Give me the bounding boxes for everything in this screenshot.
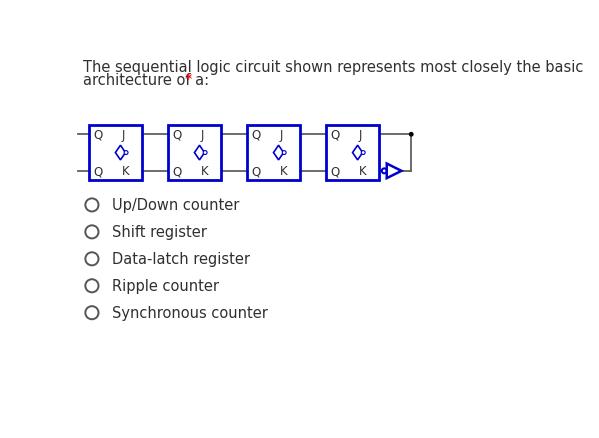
Circle shape	[282, 151, 286, 155]
Text: Q: Q	[251, 128, 261, 141]
Text: Q: Q	[251, 165, 261, 178]
Text: K: K	[201, 165, 208, 178]
Circle shape	[382, 169, 387, 174]
Circle shape	[85, 226, 98, 239]
Text: J: J	[122, 128, 125, 141]
Text: The sequential logic circuit shown represents most closely the basic: The sequential logic circuit shown repre…	[83, 60, 583, 74]
Circle shape	[85, 279, 98, 293]
Polygon shape	[353, 146, 362, 160]
Bar	[247, 126, 300, 181]
Polygon shape	[116, 146, 125, 160]
Text: Q: Q	[93, 128, 102, 141]
Text: Q: Q	[172, 128, 181, 141]
Text: K: K	[280, 165, 288, 178]
Bar	[89, 126, 141, 181]
Circle shape	[361, 151, 365, 155]
Text: Q: Q	[172, 165, 181, 178]
Text: *: *	[185, 73, 192, 88]
Text: J: J	[359, 128, 362, 141]
Text: Ripple counter: Ripple counter	[112, 279, 219, 293]
Text: K: K	[359, 165, 366, 178]
Polygon shape	[274, 146, 283, 160]
Polygon shape	[195, 146, 204, 160]
Circle shape	[85, 199, 98, 212]
Circle shape	[85, 307, 98, 320]
Bar	[168, 126, 220, 181]
Circle shape	[124, 151, 128, 155]
Text: architecture of a:: architecture of a:	[83, 73, 208, 88]
Text: Q: Q	[330, 128, 340, 141]
Text: Data-latch register: Data-latch register	[112, 252, 250, 267]
Text: Synchronous counter: Synchronous counter	[112, 306, 268, 321]
Text: Q: Q	[330, 165, 340, 178]
Text: J: J	[280, 128, 283, 141]
Text: Up/Down counter: Up/Down counter	[112, 198, 240, 213]
Text: Shift register: Shift register	[112, 225, 207, 240]
Circle shape	[203, 151, 207, 155]
Circle shape	[410, 133, 413, 137]
Text: Q: Q	[93, 165, 102, 178]
Polygon shape	[387, 164, 401, 179]
Text: K: K	[122, 165, 129, 178]
Text: J: J	[201, 128, 204, 141]
Circle shape	[85, 253, 98, 266]
Bar	[326, 126, 379, 181]
